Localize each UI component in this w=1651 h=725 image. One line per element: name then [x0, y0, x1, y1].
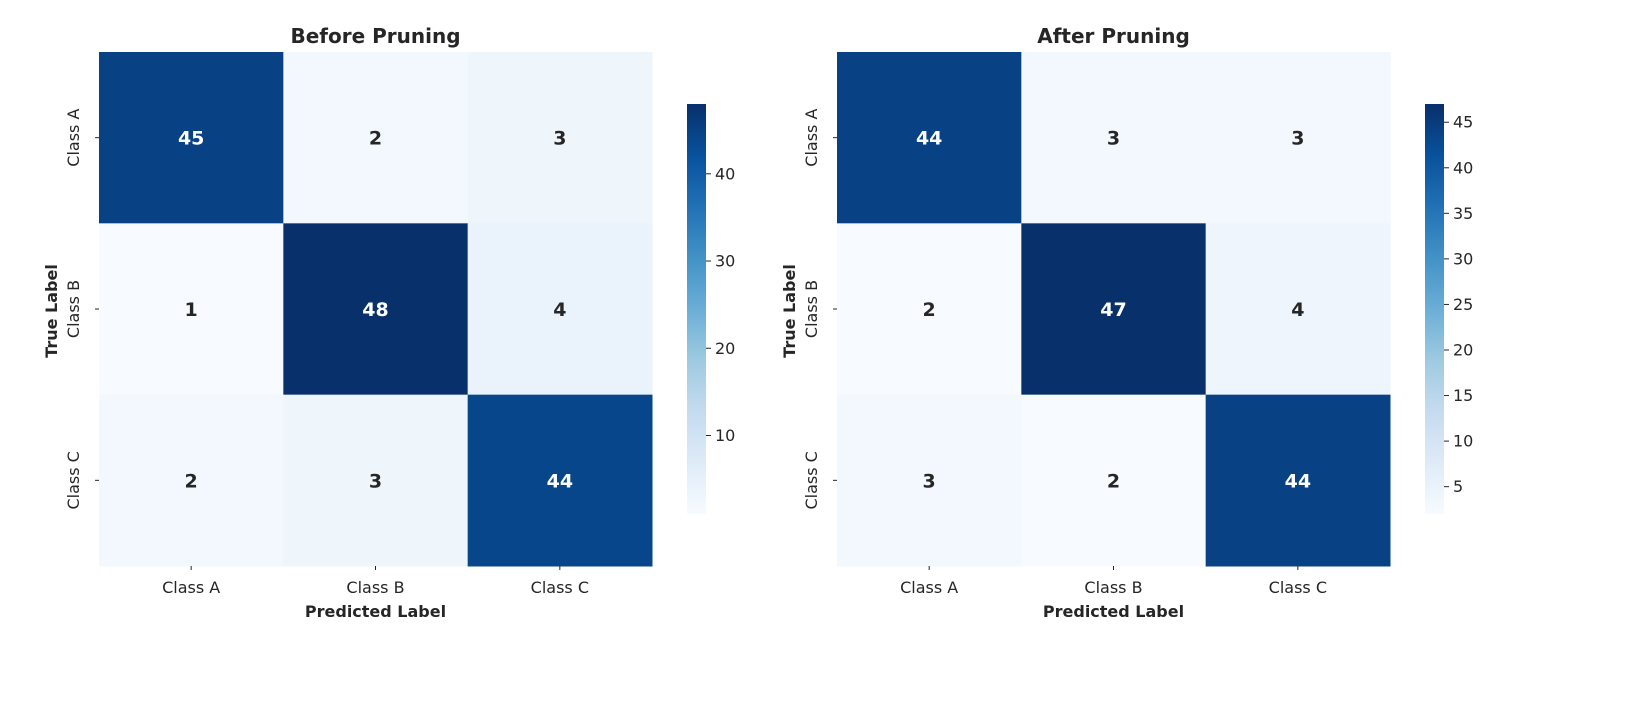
cell-value-label: 44 — [1285, 470, 1311, 492]
cell-value-label: 3 — [1291, 128, 1304, 150]
cell-value-label: 2 — [369, 128, 382, 150]
colorbar-tick-label: 30 — [1453, 249, 1473, 268]
heatmap-cell — [1021, 394, 1207, 567]
heatmap-cell — [837, 223, 1022, 396]
colorbar-tick-label: 25 — [1453, 295, 1473, 314]
heatmap-cell — [283, 394, 469, 567]
cell-value-label: 3 — [369, 470, 382, 492]
y-tick-label: Class C — [802, 451, 821, 509]
cell-value-label: 4 — [1291, 299, 1304, 321]
colorbar — [687, 104, 706, 514]
cell-value-label: 44 — [916, 128, 942, 150]
y-axis-label: True Label — [42, 264, 61, 358]
chart-title: Before Pruning — [290, 24, 460, 48]
heatmap-cell — [1205, 394, 1391, 567]
colorbar-tick-label: 30 — [715, 252, 735, 271]
heatmap-cell — [1205, 52, 1391, 224]
y-tick-label: Class B — [802, 280, 821, 338]
heatmap-cell — [283, 223, 469, 396]
cell-value-label: 1 — [185, 299, 198, 321]
heatmap-cell — [1021, 223, 1207, 396]
cell-value-label: 2 — [185, 470, 198, 492]
x-tick-label: Class A — [900, 578, 958, 597]
x-tick-label: Class A — [162, 578, 220, 597]
heatmap-cell — [837, 52, 1022, 224]
x-tick-label: Class B — [1084, 578, 1142, 597]
cell-value-label: 2 — [923, 299, 936, 321]
cell-value-label: 3 — [553, 128, 566, 150]
y-axis-label: True Label — [780, 264, 799, 358]
y-tick-label: Class A — [802, 109, 821, 167]
colorbar-tick-label: 40 — [1453, 158, 1473, 177]
x-tick-label: Class C — [1269, 578, 1327, 597]
cell-value-label: 47 — [1100, 299, 1126, 321]
colorbar-tick-label: 20 — [715, 339, 735, 358]
x-tick-label: Class B — [346, 578, 404, 597]
cell-value-label: 3 — [923, 470, 936, 492]
y-tick-label: Class C — [64, 451, 83, 509]
heatmap-cell — [99, 394, 284, 567]
colorbar-tick-label: 35 — [1453, 204, 1473, 223]
colorbar-tick-label: 10 — [715, 426, 735, 445]
heatmap-cell — [467, 394, 653, 567]
heatmap-cell — [467, 223, 653, 396]
colorbar-tick-label: 40 — [715, 164, 735, 183]
heatmap-cell — [1021, 52, 1207, 224]
colorbar — [1425, 104, 1444, 514]
x-axis-label: Predicted Label — [305, 602, 446, 621]
heatmap-cell — [99, 223, 284, 396]
x-tick-label: Class C — [531, 578, 589, 597]
cell-value-label: 2 — [1107, 470, 1120, 492]
colorbar-tick-label: 5 — [1453, 477, 1463, 496]
heatmap-panel-2: 44 3 3 2 47 4 3 2 44 After Pruning Class A Class B C… — [780, 24, 1473, 621]
heatmap-cell — [467, 52, 653, 224]
cell-value-label: 4 — [553, 299, 566, 321]
colorbar-tick-label: 15 — [1453, 386, 1473, 405]
colorbar-tick-label: 10 — [1453, 432, 1473, 451]
colorbar-tick-label: 45 — [1453, 113, 1473, 132]
colorbar-tick-label: 20 — [1453, 341, 1473, 360]
x-axis-label: Predicted Label — [1043, 602, 1184, 621]
cell-value-label: 3 — [1107, 128, 1120, 150]
cell-value-label: 44 — [547, 470, 573, 492]
chart-title: After Pruning — [1037, 24, 1190, 48]
cell-value-label: 48 — [362, 299, 388, 321]
cell-value-label: 45 — [178, 128, 204, 150]
heatmap-cell — [99, 52, 284, 224]
heatmap-cell — [283, 52, 469, 224]
heatmap-cell — [837, 394, 1022, 567]
y-tick-label: Class B — [64, 280, 83, 338]
heatmap-cell — [1205, 223, 1391, 396]
y-tick-label: Class A — [64, 109, 83, 167]
